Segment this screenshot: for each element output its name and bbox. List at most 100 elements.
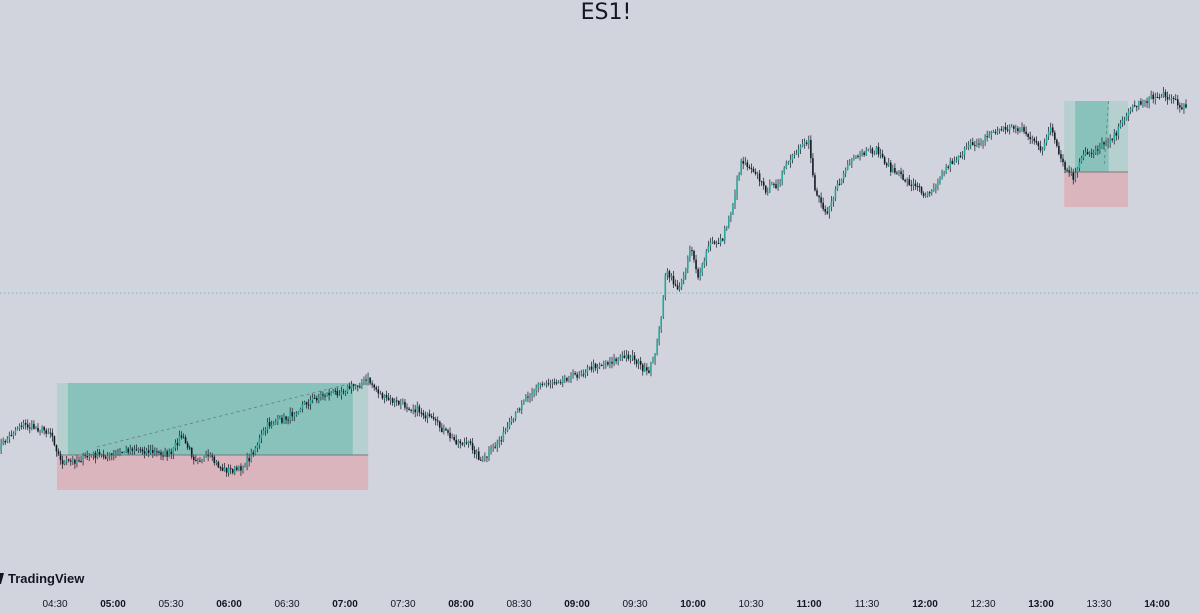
x-tick-label: 09:00 [564, 599, 590, 610]
candle-body [133, 449, 136, 451]
candle-body [295, 413, 298, 415]
candle-body [1043, 142, 1046, 150]
candle-body [572, 373, 574, 376]
candle-body [859, 154, 861, 157]
candle-body [10, 435, 13, 437]
candle-body [586, 367, 589, 373]
candle-body [764, 185, 767, 193]
candle-body [1092, 152, 1095, 154]
candle-body [422, 412, 425, 416]
candle-body [170, 451, 173, 454]
candle-body [1109, 139, 1111, 144]
candle-body [537, 384, 539, 388]
candle-body [49, 432, 52, 434]
candle-body [976, 143, 978, 146]
candle-body [539, 383, 542, 385]
candle-body [674, 284, 677, 286]
candle-body [951, 160, 954, 164]
candle-body [119, 451, 121, 454]
candle-body [707, 245, 710, 251]
candle-body [430, 416, 433, 418]
candle-body [758, 173, 761, 182]
x-tick-label: 05:00 [100, 599, 126, 610]
candle-body [457, 440, 460, 445]
position-tools[interactable] [56, 101, 1128, 490]
candle-body [1152, 94, 1154, 100]
loss-zone-0[interactable] [56, 455, 369, 490]
candle-body [824, 209, 826, 212]
candle-body [1049, 127, 1052, 132]
candle-body [605, 362, 607, 364]
candle-body [931, 190, 933, 193]
candle-body [39, 431, 41, 433]
candle-body [231, 469, 234, 473]
candle-body [1129, 108, 1132, 112]
candle-body [1019, 128, 1021, 132]
candle-body [887, 162, 890, 166]
candle-body [963, 147, 966, 155]
candle-body [498, 440, 501, 444]
candle-body [453, 437, 455, 440]
candle-body [1013, 126, 1015, 129]
candle-body [449, 432, 451, 439]
candle-body [1080, 157, 1083, 163]
candle-body [1140, 101, 1142, 105]
candle-body [945, 166, 947, 173]
candle-body [1002, 126, 1005, 130]
candle-body [600, 365, 603, 367]
candle-body [1037, 142, 1040, 147]
candle-body [207, 454, 209, 457]
candle-body [1025, 131, 1027, 135]
candle-body [22, 423, 25, 427]
candle-body [570, 375, 572, 381]
candle-body [211, 455, 214, 457]
trade-path-line-0 [96, 382, 353, 448]
candle-body [414, 409, 416, 413]
candle-body [730, 214, 732, 219]
candle-body [543, 383, 546, 385]
candle-body [469, 441, 472, 444]
candle-body [1064, 162, 1066, 170]
x-tick-label: 04:30 [42, 599, 67, 610]
candle-body [330, 392, 332, 396]
candle-body [633, 355, 636, 361]
candle-body [1117, 126, 1120, 136]
candle-body [1068, 170, 1070, 173]
candle-body [283, 416, 285, 423]
candle-body [791, 154, 794, 160]
candle-body [104, 456, 107, 459]
candle-body [166, 451, 168, 457]
candle-body [234, 467, 236, 473]
candle-body [131, 448, 134, 451]
candle-body [420, 412, 423, 414]
candle-body [902, 174, 904, 180]
profit-zone-1[interactable] [1075, 101, 1109, 172]
candle-body [152, 450, 154, 453]
candle-body [797, 149, 800, 154]
candle-body [1160, 96, 1163, 98]
candle-body [1113, 132, 1116, 140]
candle-body [664, 275, 667, 297]
candle-body [670, 275, 673, 278]
candle-body [580, 374, 583, 376]
x-tick-label: 13:30 [1086, 599, 1111, 610]
candle-body [974, 144, 976, 146]
candle-body [838, 183, 841, 185]
candle-body [533, 390, 535, 394]
candle-body [344, 391, 347, 393]
x-tick-label: 07:30 [390, 599, 415, 610]
time-axis[interactable]: 04:30 05:00 05:30 06:00 06:30 07:00 07:30 08:00… [42, 599, 1170, 610]
candle-body [1158, 97, 1161, 99]
candle-body [779, 180, 781, 185]
candle-body [613, 358, 615, 364]
candle-body [695, 259, 697, 270]
candle-body [896, 172, 898, 174]
candle-body [1015, 128, 1017, 130]
candle-body [98, 452, 101, 455]
tradingview-brand[interactable]: TradingView [0, 571, 85, 586]
candle-body [275, 422, 277, 425]
candle-body [748, 166, 751, 168]
candle-body [490, 447, 492, 452]
candle-body [229, 468, 232, 470]
